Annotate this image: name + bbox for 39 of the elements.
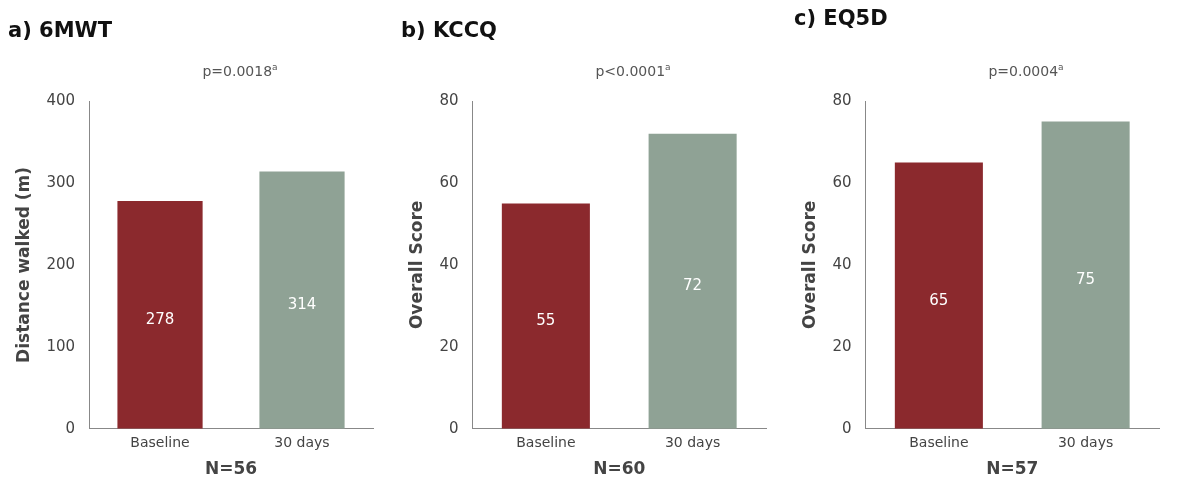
x-tick-label: 30 days xyxy=(1057,433,1114,450)
x-tick-label: Baseline xyxy=(516,433,576,450)
y-tick-label: 60 xyxy=(832,172,852,191)
y-tick-label: 80 xyxy=(439,90,459,109)
x-axis-title: N=56 xyxy=(204,458,258,479)
data-label: 278 xyxy=(145,309,175,328)
y-tick-label: 400 xyxy=(46,90,76,109)
y-tick-label: 80 xyxy=(832,90,852,109)
y-tick-label: 100 xyxy=(46,336,76,355)
data-label: 72 xyxy=(683,276,703,295)
data-label: 75 xyxy=(1076,270,1096,289)
x-axis-title: N=60 xyxy=(593,458,646,479)
x-tick-label: Baseline xyxy=(130,433,190,450)
y-axis-title: Overall Score xyxy=(798,200,819,330)
y-tick-label: 40 xyxy=(832,254,852,273)
chart-subtitle: p=0.0004$^{a}$ xyxy=(987,62,1065,79)
x-tick-label: 30 days xyxy=(664,433,721,450)
chart-subtitle: p<0.0001$^{a}$ xyxy=(594,62,672,79)
y-tick-label: 300 xyxy=(46,172,76,191)
y-tick-label: 20 xyxy=(439,336,459,355)
y-tick-label: 60 xyxy=(439,172,459,191)
y-tick-label: 20 xyxy=(832,336,852,355)
x-axis-title: N=57 xyxy=(986,458,1039,479)
y-tick-label: 0 xyxy=(841,418,852,437)
y-tick-label: 0 xyxy=(448,418,459,437)
chart-title: c) EQ5D xyxy=(794,6,888,30)
y-tick-label: 0 xyxy=(65,418,76,437)
y-axis-title: Distance walked (m) xyxy=(12,166,33,363)
y-tick-label: 40 xyxy=(439,254,459,273)
data-label: 314 xyxy=(287,295,317,314)
data-label: 55 xyxy=(536,311,556,330)
chart-title: b) KCCQ xyxy=(401,18,497,42)
chart-title: a) 6MWT xyxy=(8,18,113,42)
data-label: 65 xyxy=(929,290,949,309)
y-axis-title: Overall Score xyxy=(405,200,426,330)
x-tick-label: 30 days xyxy=(274,433,330,450)
y-tick-label: 200 xyxy=(46,254,76,273)
x-tick-label: Baseline xyxy=(909,433,969,450)
chart-subtitle: p=0.0018$^{a}$ xyxy=(201,62,279,79)
